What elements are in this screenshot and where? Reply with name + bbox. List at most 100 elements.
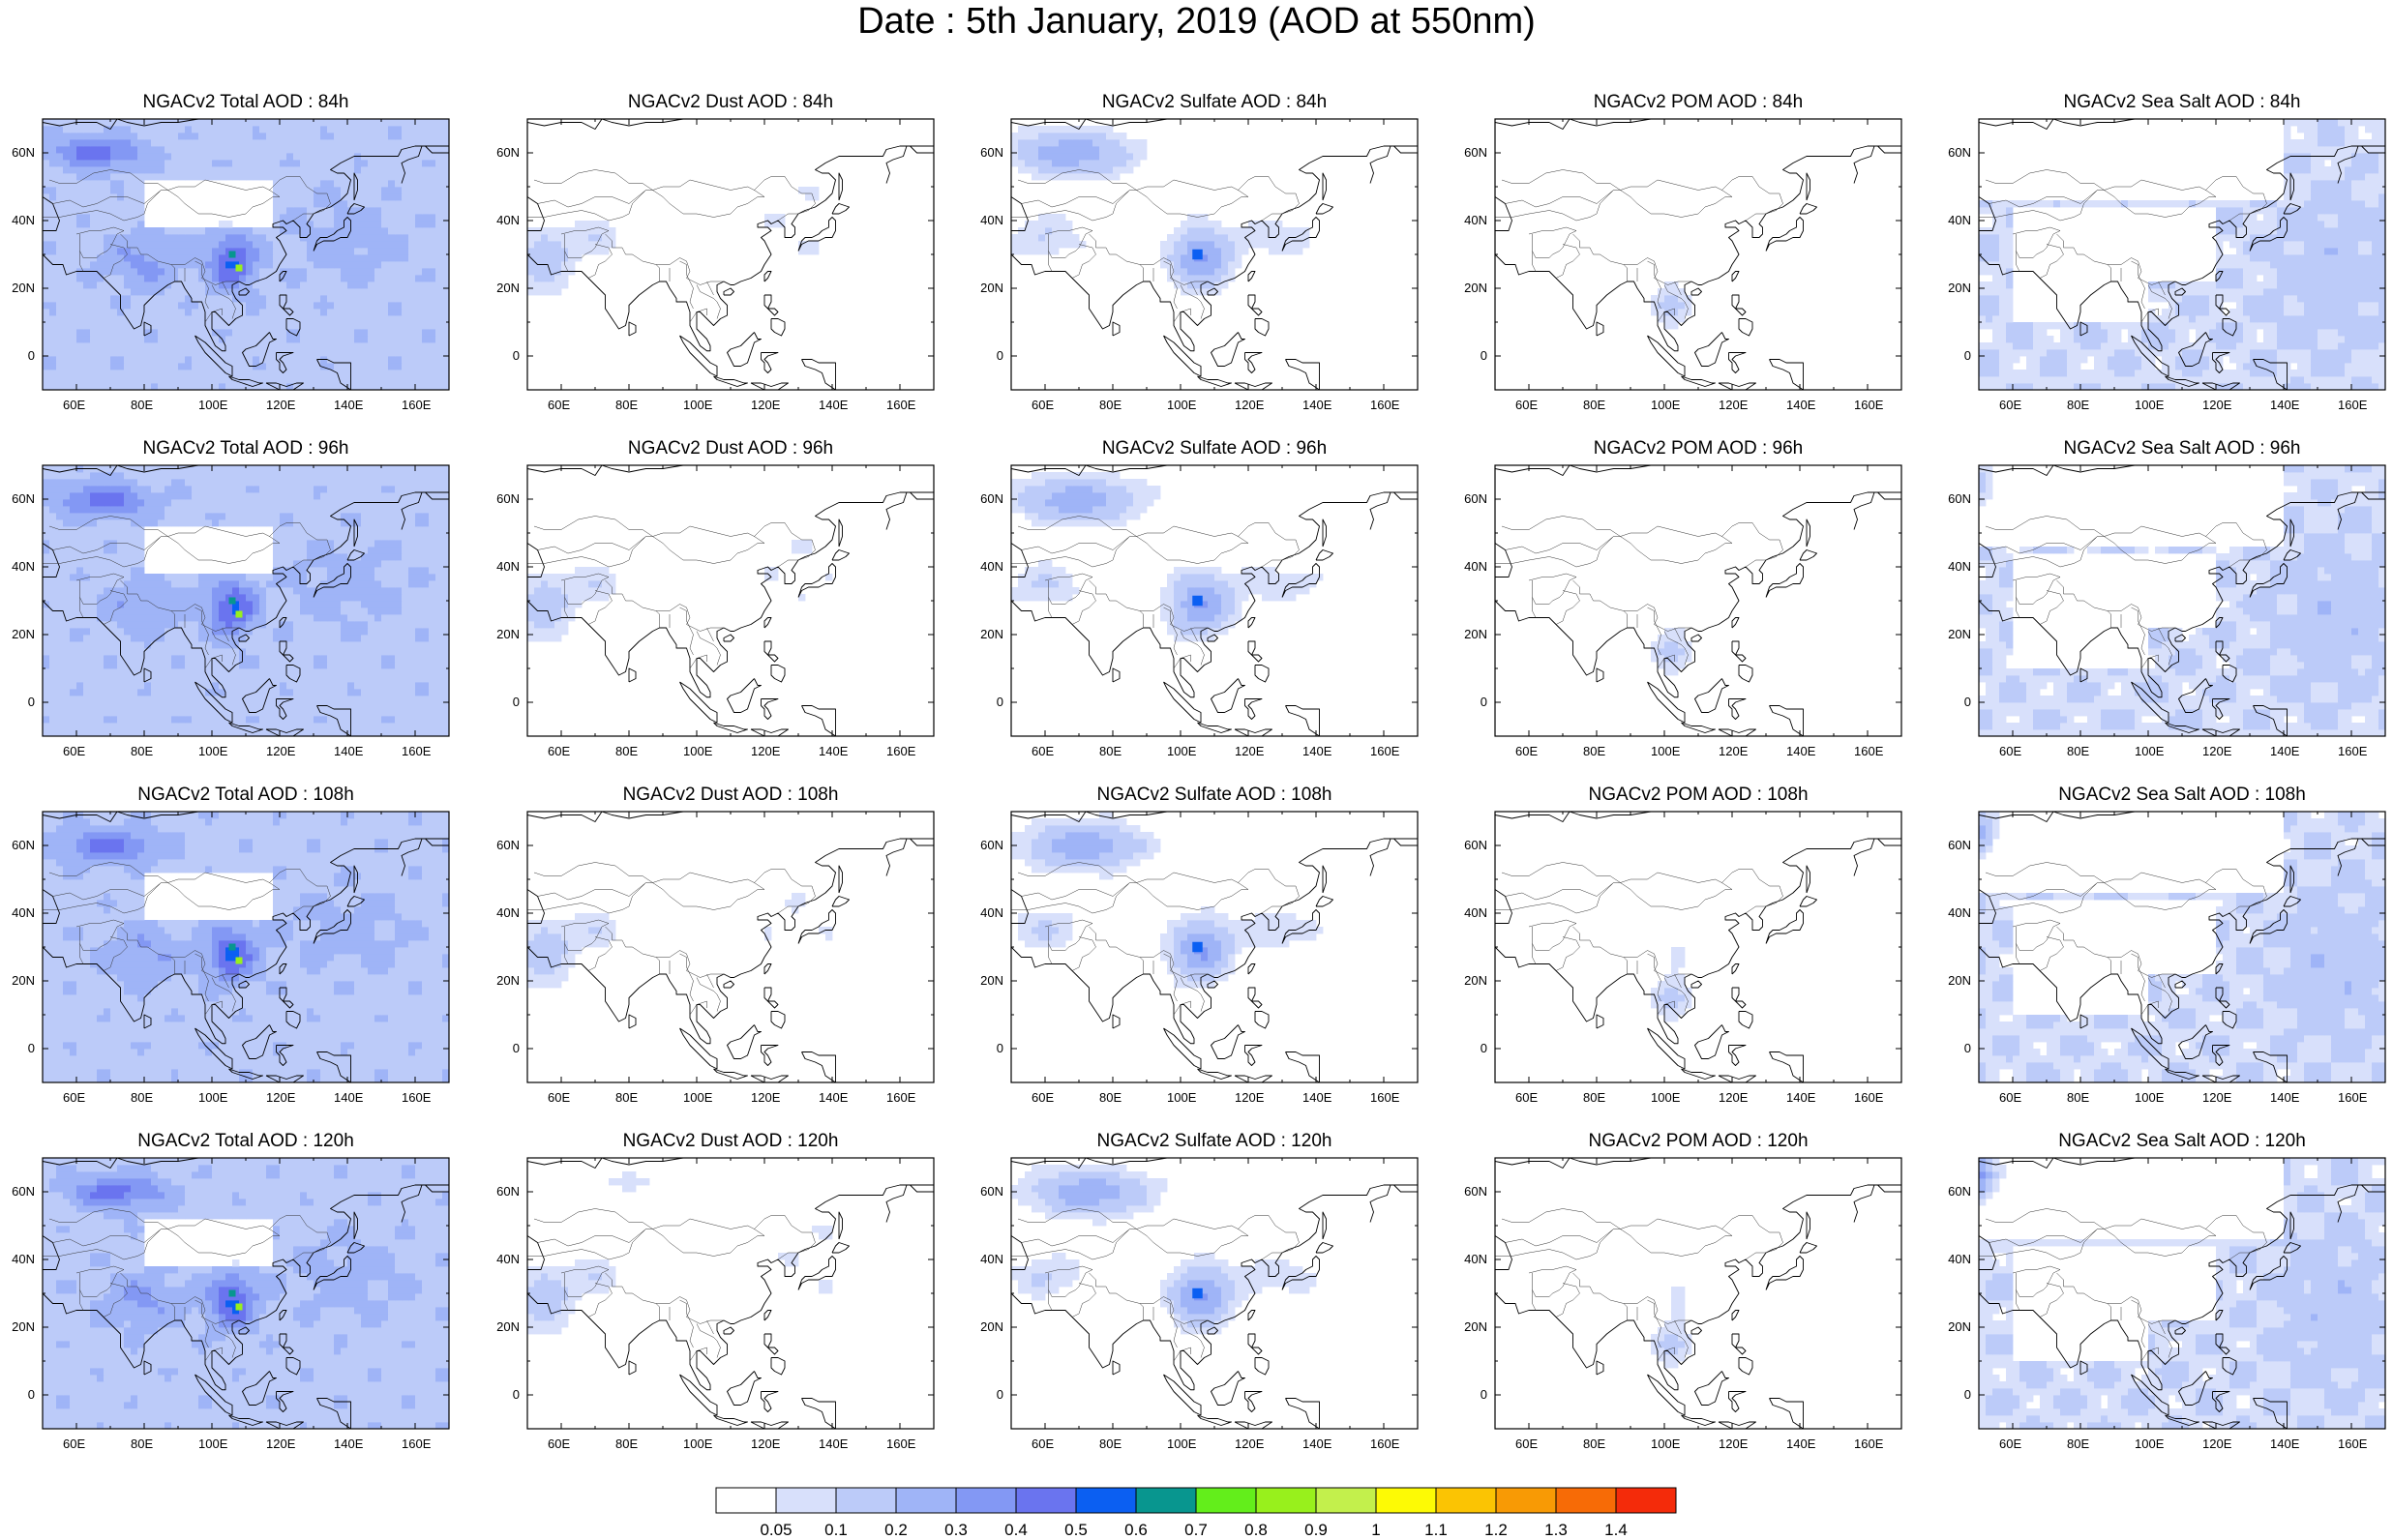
aod-cell [327, 234, 334, 241]
aod-cell [1255, 221, 1262, 227]
aod-cell [293, 261, 300, 268]
aod-cell [435, 336, 442, 342]
aod-cell [388, 173, 395, 180]
aod-cell [2372, 309, 2378, 315]
aod-cell [435, 139, 442, 146]
aod-cell [280, 702, 286, 709]
aod-cell [83, 288, 90, 295]
aod-cell [2236, 241, 2243, 248]
aod-cell [2189, 349, 2196, 356]
aod-cell [2040, 349, 2047, 356]
aod-cell [144, 139, 151, 146]
aod-cell [2019, 349, 2026, 356]
aod-cell [2311, 241, 2318, 248]
aod-cell [314, 302, 320, 309]
aod-cell [273, 723, 280, 729]
aod-cell [2209, 295, 2216, 302]
aod-cell [2358, 370, 2365, 376]
aod-cell [1059, 160, 1065, 166]
aod-cell [219, 139, 225, 146]
aod-cell [341, 295, 347, 302]
aod-cell [178, 146, 185, 153]
aod-cell [1018, 160, 1025, 166]
aod-cell [347, 139, 354, 146]
aod-cell [2067, 349, 2074, 356]
aod-cell [381, 702, 388, 709]
aod-cell [104, 254, 110, 261]
aod-cell [334, 729, 341, 736]
aod-cell [2223, 234, 2229, 241]
aod-cell [2318, 234, 2324, 241]
aod-cell [374, 336, 381, 342]
aod-cell [2202, 309, 2209, 315]
aod-cell [1979, 315, 1986, 322]
aod-cell [415, 309, 422, 315]
aod-cell [1174, 227, 1181, 234]
aod-cell [2351, 370, 2358, 376]
aod-cell [2365, 281, 2372, 288]
coastline [1695, 333, 1729, 367]
aod-cell [354, 709, 361, 716]
aod-cell [395, 315, 402, 322]
aod-cell [415, 315, 422, 322]
aod-cell [2331, 214, 2338, 221]
aod-cell [395, 119, 402, 126]
aod-cell [1208, 281, 1214, 288]
aod-cell [273, 288, 280, 295]
aod-cell [2263, 342, 2270, 349]
aod-cell [165, 139, 171, 146]
aod-cell [124, 139, 131, 146]
aod-cell [178, 268, 185, 275]
aod-cell [2006, 336, 2013, 342]
aod-cell [56, 356, 63, 363]
aod-cell [1065, 126, 1072, 133]
aod-cell [117, 248, 124, 254]
aod-cell [381, 234, 388, 241]
aod-cell [2108, 363, 2114, 370]
lon-tick-label: 80E [2067, 398, 2089, 412]
aod-cell [212, 261, 219, 268]
aod-cell [266, 126, 273, 133]
aod-cell [314, 193, 320, 200]
aod-cell [2311, 275, 2318, 281]
aod-hotspot [1192, 250, 1203, 260]
aod-cell [83, 173, 90, 180]
aod-cell [361, 180, 368, 187]
aod-cell [49, 187, 56, 193]
aod-cell [554, 241, 561, 248]
aod-cell [151, 716, 158, 723]
aod-cell [320, 119, 327, 126]
aod-cell [2263, 336, 2270, 342]
aod-cell [1065, 173, 1072, 180]
aod-cell [307, 126, 314, 133]
aod-cell [83, 329, 90, 336]
aod-cell [232, 302, 239, 309]
aod-cell [2013, 349, 2019, 356]
aod-cell [171, 702, 178, 709]
aod-cell [812, 241, 819, 248]
aod-cell [49, 275, 56, 281]
aod-cell [1018, 234, 1025, 241]
aod-cell [90, 329, 97, 336]
aod-cell [225, 261, 232, 268]
aod-cell [158, 166, 165, 173]
aod-cell [2358, 193, 2365, 200]
aod-cell [361, 315, 368, 322]
aod-cell [1664, 295, 1671, 302]
aod-cell [334, 133, 341, 139]
aod-cell [334, 295, 341, 302]
aod-cell [429, 329, 435, 336]
aod-cell [178, 336, 185, 342]
aod-cell [2331, 342, 2338, 349]
aod-cell [104, 322, 110, 329]
aod-cell [408, 214, 415, 221]
aod-cell [2318, 376, 2324, 383]
aod-cell [527, 248, 534, 254]
aod-cell [2060, 356, 2067, 363]
aod-cell [90, 281, 97, 288]
aod-cell [361, 723, 368, 729]
aod-cell [286, 126, 293, 133]
aod-cell [286, 342, 293, 349]
aod-cell [110, 288, 117, 295]
aod-cell [246, 329, 253, 336]
